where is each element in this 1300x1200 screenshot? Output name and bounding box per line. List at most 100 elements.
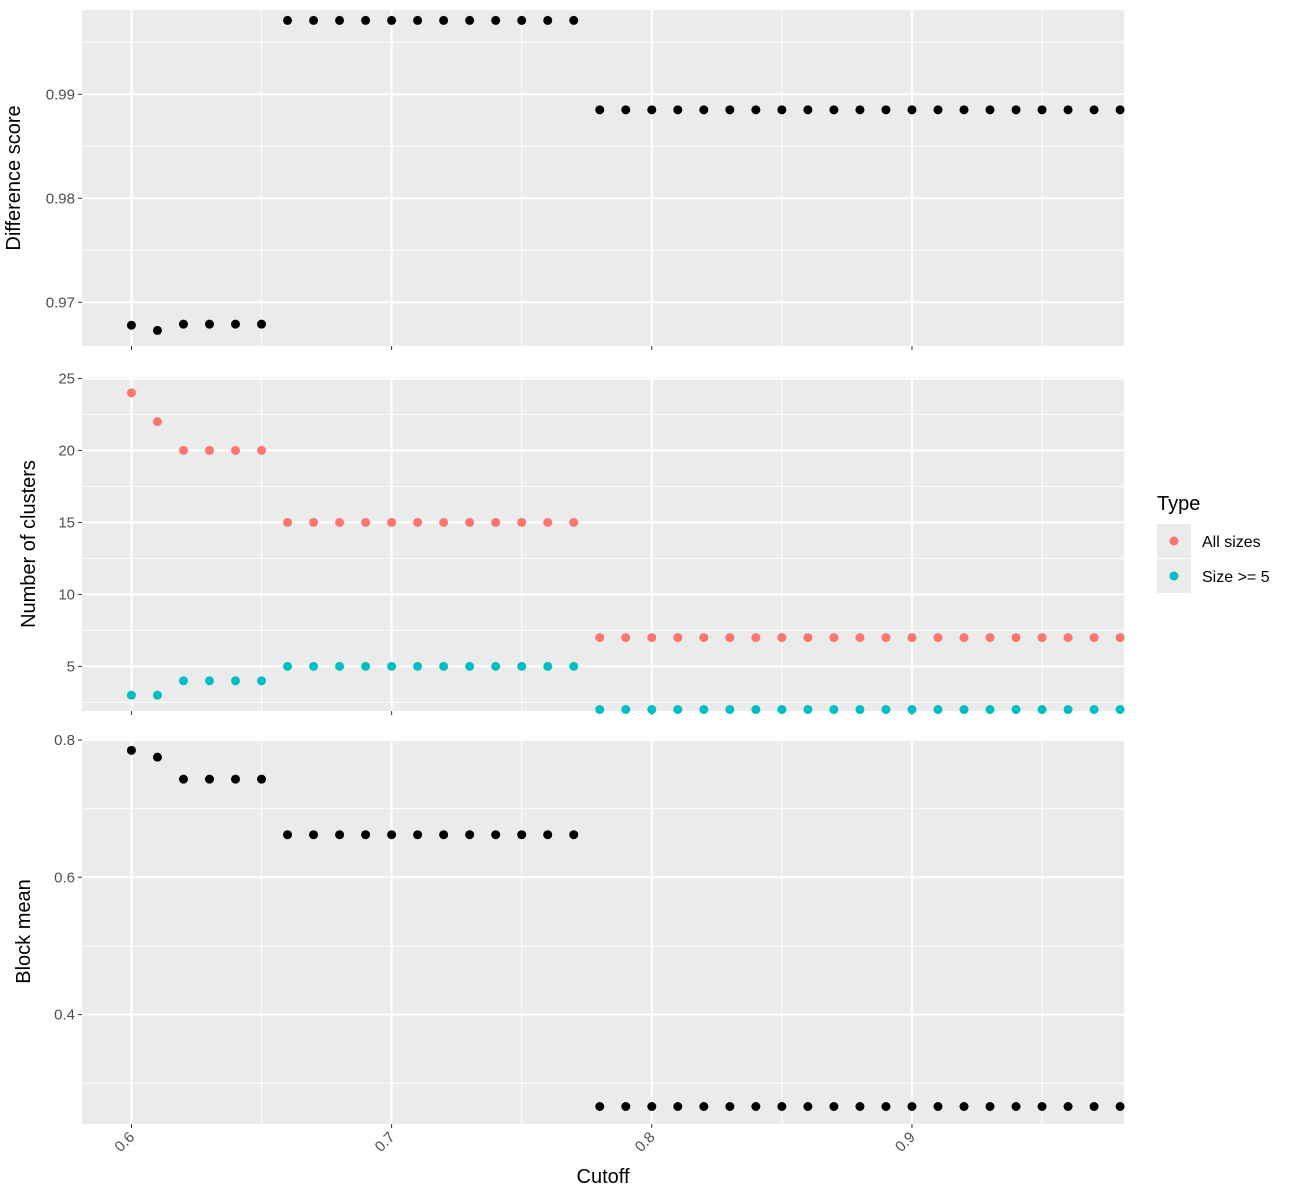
data-point — [543, 661, 553, 671]
data-point — [1011, 1102, 1021, 1111]
data-point — [647, 1102, 657, 1111]
data-point — [283, 15, 293, 25]
data-point — [829, 633, 839, 643]
data-point — [985, 105, 995, 115]
panel-1: 0.97 0.98 0.99 Difference score — [3, 10, 1125, 350]
data-point — [569, 15, 579, 25]
data-point — [178, 676, 188, 686]
data-point — [335, 661, 345, 671]
data-point — [751, 633, 761, 643]
legend-label-all-sizes: All sizes — [1202, 534, 1261, 551]
data-point — [1115, 105, 1125, 115]
data-point — [751, 105, 761, 115]
data-point — [1063, 705, 1073, 715]
data-point — [543, 15, 553, 25]
data-point — [699, 105, 709, 115]
data-point — [178, 774, 188, 784]
series-points — [126, 15, 1125, 335]
y-tick-label: 20 — [58, 442, 75, 459]
data-point — [543, 517, 553, 527]
data-point — [647, 705, 657, 715]
data-point — [309, 661, 319, 671]
data-point — [204, 774, 214, 784]
data-point — [335, 830, 345, 840]
data-point — [647, 633, 657, 643]
data-point — [933, 633, 943, 643]
data-point — [959, 105, 969, 115]
data-point — [465, 517, 475, 527]
data-point — [231, 319, 241, 329]
data-point — [855, 633, 865, 643]
data-point — [439, 661, 449, 671]
data-point — [699, 1102, 709, 1111]
legend-key-all-sizes — [1169, 536, 1179, 546]
data-point — [178, 319, 188, 329]
y-tick-label: 0.97 — [46, 294, 75, 311]
legend-label-size5: Size >= 5 — [1202, 569, 1270, 586]
data-point — [152, 752, 162, 762]
x-tick-label: 0.7 — [372, 1129, 399, 1156]
data-point — [959, 1102, 969, 1111]
data-point — [1089, 633, 1099, 643]
data-point — [439, 517, 449, 527]
data-point — [803, 105, 813, 115]
data-point — [725, 1102, 735, 1111]
data-point — [465, 830, 475, 840]
data-point — [621, 105, 631, 115]
data-point — [699, 633, 709, 643]
x-tick-label: 0.8 — [632, 1129, 659, 1156]
data-point — [1089, 705, 1099, 715]
data-point — [335, 15, 345, 25]
data-point — [621, 1102, 631, 1111]
data-point — [1063, 1102, 1073, 1111]
data-point — [855, 105, 865, 115]
data-point — [751, 705, 761, 715]
data-point — [1011, 105, 1021, 115]
data-point — [204, 319, 214, 329]
data-point — [387, 830, 397, 840]
data-point — [699, 705, 709, 715]
data-point — [361, 517, 371, 527]
y-axis-title: Difference score — [3, 105, 25, 250]
data-point — [126, 745, 136, 755]
data-point — [152, 690, 162, 700]
data-point — [985, 633, 995, 643]
data-point — [621, 633, 631, 643]
data-point — [231, 676, 241, 686]
data-point — [673, 633, 683, 643]
y-tick-label: 0.98 — [46, 190, 75, 207]
data-point — [361, 661, 371, 671]
data-point — [777, 105, 787, 115]
data-point — [595, 633, 605, 643]
data-point — [1115, 633, 1125, 643]
data-point — [335, 517, 345, 527]
panel-background — [82, 739, 1124, 1124]
y-axis-title: Block mean — [13, 879, 35, 984]
data-point — [1063, 105, 1073, 115]
data-point — [777, 1102, 787, 1111]
data-point — [465, 15, 475, 25]
data-point — [777, 705, 787, 715]
data-point — [595, 105, 605, 115]
data-point — [829, 105, 839, 115]
data-point — [491, 517, 501, 527]
panel-background — [82, 377, 1124, 711]
data-point — [1011, 633, 1021, 643]
data-point — [152, 417, 162, 427]
data-point — [829, 1102, 839, 1111]
data-point — [517, 517, 527, 527]
data-point — [673, 705, 683, 715]
data-point — [361, 15, 371, 25]
y-tick-label: 5 — [67, 658, 75, 675]
data-point — [126, 690, 136, 700]
data-point — [803, 633, 813, 643]
data-point — [257, 774, 267, 784]
data-point — [1115, 705, 1125, 715]
data-point — [465, 661, 475, 671]
y-tick-label: 25 — [58, 370, 75, 387]
data-point — [959, 705, 969, 715]
data-point — [439, 15, 449, 25]
legend-key-size5 — [1169, 571, 1179, 581]
data-point — [621, 705, 631, 715]
